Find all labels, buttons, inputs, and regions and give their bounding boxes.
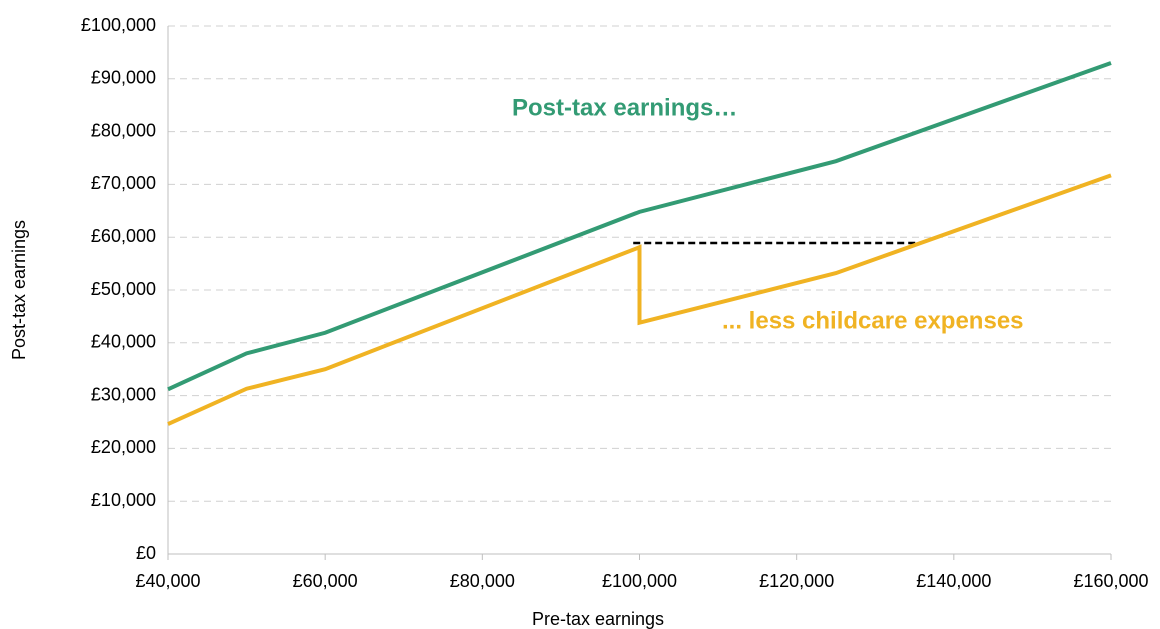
y-tick-label: £0 bbox=[136, 543, 156, 563]
y-tick-label: £60,000 bbox=[91, 226, 156, 246]
y-tick-label: £20,000 bbox=[91, 437, 156, 457]
series-line bbox=[167, 61, 1112, 392]
y-tick-label: £100,000 bbox=[81, 15, 156, 35]
x-tick-label: £40,000 bbox=[135, 571, 200, 591]
y-axis-label: Post-tax earnings bbox=[9, 220, 29, 360]
y-tick-label: £90,000 bbox=[91, 68, 156, 88]
y-tick-label: £10,000 bbox=[91, 490, 156, 510]
x-tick-label: £160,000 bbox=[1073, 571, 1148, 591]
y-tick-label: £40,000 bbox=[91, 332, 156, 352]
x-axis-label: Pre-tax earnings bbox=[532, 609, 664, 629]
x-tick-label: £80,000 bbox=[450, 571, 515, 591]
y-tick-label: £80,000 bbox=[91, 120, 156, 140]
annotation: ... less childcare expenses bbox=[722, 307, 1024, 334]
x-tick-label: £100,000 bbox=[602, 571, 677, 591]
series-line bbox=[167, 173, 1112, 426]
y-tick-label: £50,000 bbox=[91, 279, 156, 299]
y-tick-label: £70,000 bbox=[91, 173, 156, 193]
annotation: Post-tax earnings… bbox=[512, 94, 737, 121]
x-tick-label: £60,000 bbox=[293, 571, 358, 591]
y-tick-label: £30,000 bbox=[91, 384, 156, 404]
x-tick-label: £120,000 bbox=[759, 571, 834, 591]
x-tick-label: £140,000 bbox=[916, 571, 991, 591]
